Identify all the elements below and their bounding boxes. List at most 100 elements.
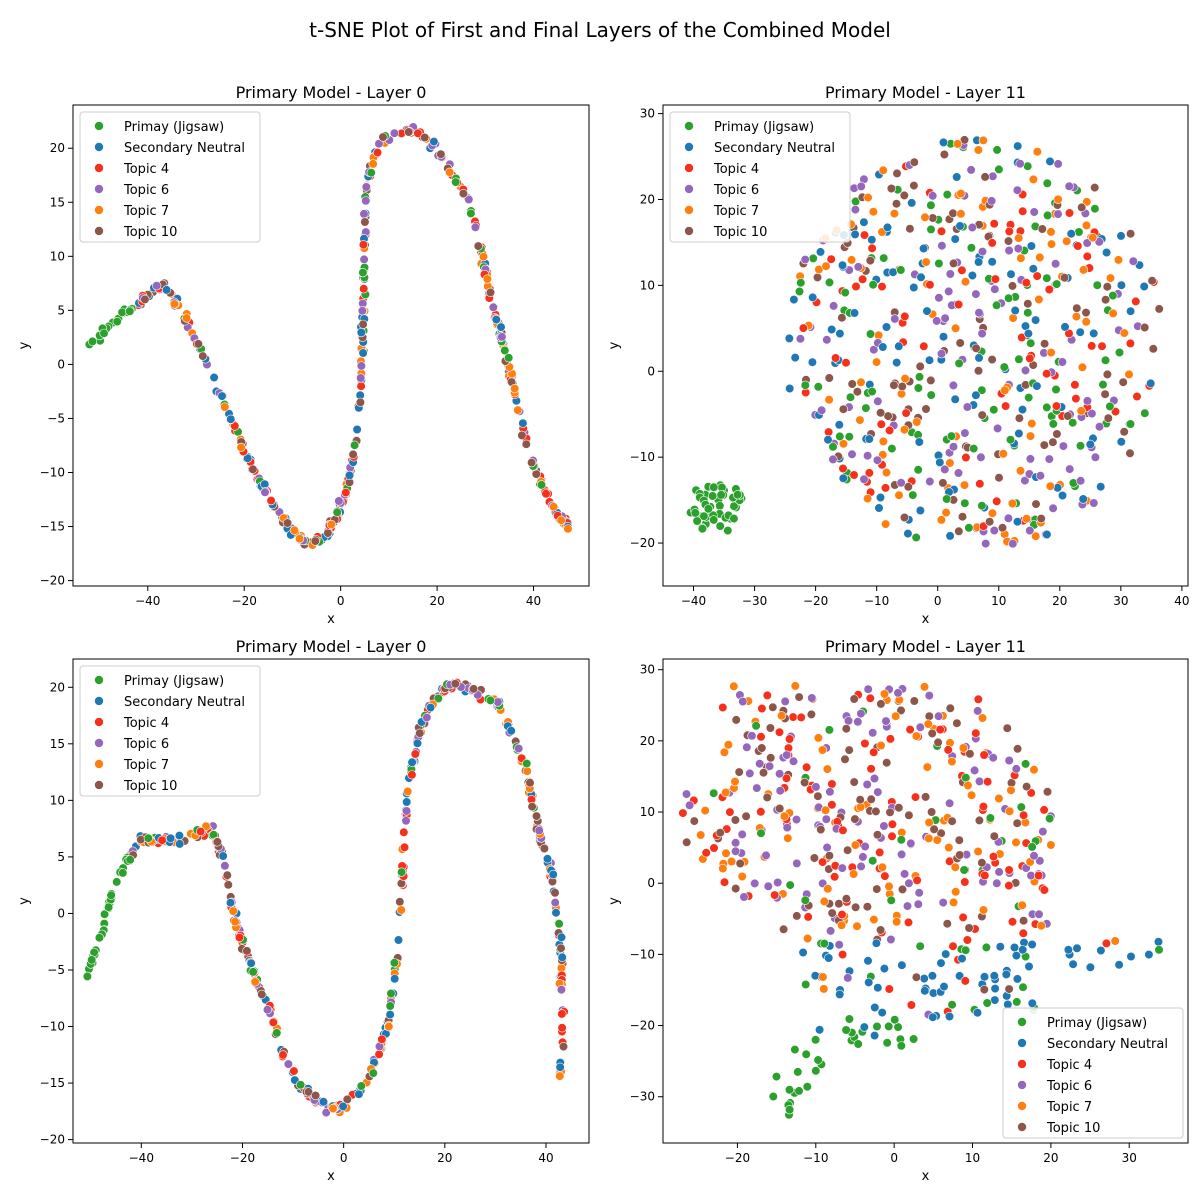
data-point xyxy=(987,257,997,267)
data-point xyxy=(399,842,410,852)
data-point xyxy=(929,824,939,834)
data-point xyxy=(981,539,991,549)
data-point xyxy=(1042,273,1052,283)
data-point xyxy=(550,898,560,908)
data-point xyxy=(979,750,989,760)
data-point xyxy=(936,226,947,236)
data-point xyxy=(950,394,960,404)
data-point xyxy=(525,778,535,788)
y-tick-label: −20 xyxy=(630,536,655,550)
data-point xyxy=(784,333,794,343)
data-point xyxy=(402,797,412,807)
data-point xyxy=(157,835,167,845)
data-point xyxy=(882,758,892,768)
data-point xyxy=(813,791,823,801)
data-point xyxy=(823,435,833,445)
data-point xyxy=(885,807,895,817)
data-point xyxy=(880,871,890,881)
data-point xyxy=(999,362,1009,372)
legend-marker xyxy=(94,675,104,685)
data-point xyxy=(1119,328,1129,338)
data-point xyxy=(458,188,469,199)
data-point xyxy=(935,457,945,468)
data-point xyxy=(946,431,957,441)
data-point xyxy=(803,933,813,944)
data-point xyxy=(1071,394,1081,404)
data-point xyxy=(827,800,837,810)
data-point xyxy=(1031,531,1041,541)
data-point xyxy=(485,695,496,706)
data-point xyxy=(924,690,934,701)
data-point xyxy=(429,136,439,147)
data-point xyxy=(936,515,947,525)
data-point xyxy=(1027,419,1037,429)
data-point xyxy=(979,985,989,995)
data-point xyxy=(1013,244,1023,254)
data-point xyxy=(399,827,409,837)
data-point xyxy=(849,777,859,787)
data-point xyxy=(1063,411,1073,421)
legend-marker xyxy=(94,163,104,173)
data-point xyxy=(1042,178,1052,188)
data-point xyxy=(762,792,772,802)
data-point xyxy=(169,299,179,309)
data-point xyxy=(328,1103,338,1114)
legend-box xyxy=(79,111,261,243)
data-point xyxy=(976,452,986,462)
data-point xyxy=(980,870,990,881)
data-point xyxy=(193,339,203,349)
data-point xyxy=(973,846,983,857)
data-point xyxy=(1073,241,1083,251)
legend-label: Topic 10 xyxy=(1046,1121,1100,1136)
data-point xyxy=(725,807,735,817)
data-point xyxy=(243,453,253,463)
data-point xyxy=(897,381,907,392)
data-point xyxy=(944,843,954,853)
data-point xyxy=(927,971,938,981)
data-point xyxy=(903,529,913,539)
data-point xyxy=(250,977,260,987)
data-point xyxy=(844,1014,854,1024)
data-point xyxy=(955,221,965,231)
data-point xyxy=(1014,428,1024,439)
data-point xyxy=(977,410,987,420)
data-point xyxy=(879,689,890,699)
data-point xyxy=(798,323,808,333)
chart-title: Primary Model - Layer 11 xyxy=(825,637,1026,656)
data-point xyxy=(1053,209,1063,219)
data-point xyxy=(903,482,913,492)
data-point xyxy=(801,979,811,990)
data-point xyxy=(386,988,396,999)
data-point xyxy=(866,764,876,774)
data-point xyxy=(420,132,430,143)
data-point xyxy=(835,431,845,442)
data-point xyxy=(858,274,868,284)
data-point xyxy=(359,209,369,219)
data-point xyxy=(222,870,232,880)
data-point xyxy=(851,902,861,912)
data-point xyxy=(856,861,866,871)
data-point xyxy=(872,455,883,465)
data-point xyxy=(927,807,937,817)
legend: Primay (Jigsaw) Secondary Neutral Topic 4 T… xyxy=(79,665,261,797)
data-point xyxy=(974,257,984,267)
data-point xyxy=(837,260,848,270)
data-point xyxy=(875,492,886,503)
data-point xyxy=(737,871,747,882)
data-point xyxy=(872,1021,882,1032)
data-point xyxy=(913,465,923,475)
data-point xyxy=(377,1034,387,1044)
data-point xyxy=(893,1022,903,1032)
data-point xyxy=(828,454,838,465)
data-point xyxy=(321,1108,331,1118)
data-point xyxy=(939,149,950,160)
data-point xyxy=(1020,365,1031,376)
data-point xyxy=(1092,280,1102,290)
y-axis-label: y xyxy=(607,897,622,905)
data-point xyxy=(1124,369,1134,380)
data-point xyxy=(1007,281,1018,291)
data-point xyxy=(945,798,955,808)
data-point xyxy=(847,255,857,265)
data-point xyxy=(782,750,792,760)
data-point xyxy=(1012,997,1022,1007)
